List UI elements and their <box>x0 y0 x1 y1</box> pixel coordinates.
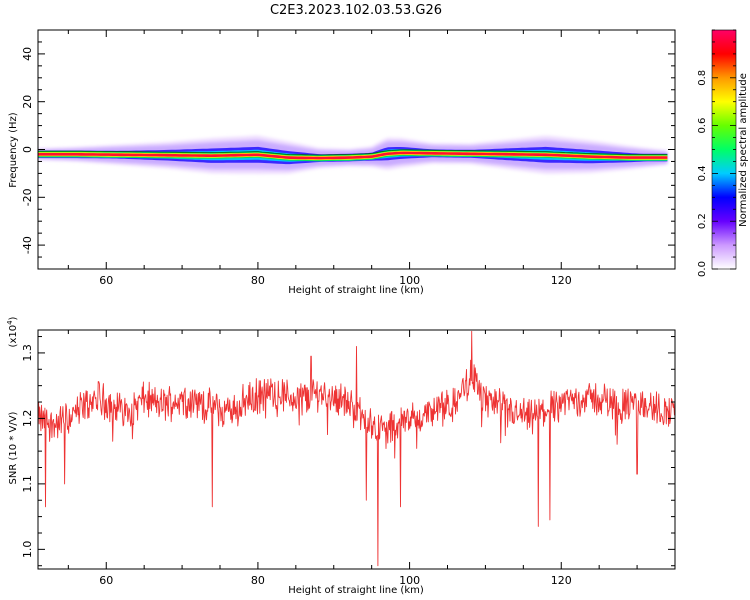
snr-frame <box>37 329 676 570</box>
spectrogram-xtick-label: 60 <box>99 274 113 287</box>
snr-ytick-label: 1.3 <box>21 344 34 362</box>
colorbar-fill <box>712 30 736 269</box>
snr-panel: 60 80 100 120 1.0 1.1 1.2 1.3 Height of straigh… <box>6 316 676 596</box>
spectrogram-heatmap <box>38 135 668 174</box>
spectrogram-ytick-label: 0 <box>21 146 34 153</box>
spectrogram-x-label: Height of straight line (km) <box>288 285 424 296</box>
snr-multiplier-base: (x10 <box>8 325 19 348</box>
colorbar-label: Normalized spectral amplitude <box>738 73 749 227</box>
snr-ytick-label: 1.1 <box>21 475 34 493</box>
snr-multiplier-end: ) <box>8 316 19 320</box>
spectrogram-ridge-edge <box>38 149 668 156</box>
colorbar-axes: 0.0 0.2 0.4 0.6 0.8 <box>697 29 737 277</box>
colorbar-tick-label: 0.6 <box>697 118 708 134</box>
snr-x-label: Height of straight line (km) <box>288 585 424 596</box>
spectrogram-ytick-label: -20 <box>21 188 34 206</box>
snr-y-label: SNR (10 * V/V) <box>8 411 19 484</box>
snr-xtick-label: 80 <box>251 574 265 587</box>
spectrogram-xtick-label: 80 <box>251 274 265 287</box>
snr-multiplier-exp: 4 <box>6 320 14 325</box>
colorbar-tick-label: 0.8 <box>697 70 708 86</box>
spectrogram-y-label: Frequency (Hz) <box>8 112 19 188</box>
spectrogram-ytick-label: -40 <box>21 236 34 254</box>
colorbar: 0.0 0.2 0.4 0.6 0.8 Normalized spectral ampl… <box>697 29 749 277</box>
colorbar-tick-label: 0.2 <box>697 213 708 229</box>
snr-ytick-label: 1.2 <box>21 410 34 428</box>
spectrogram-band-red <box>38 151 668 160</box>
spectrogram-panel: 60 80 100 120 -40 -20 0 20 40 Height of straight… <box>8 29 676 296</box>
snr-xtick-label: 120 <box>551 574 572 587</box>
spectrogram-xtick-label: 120 <box>551 274 572 287</box>
snr-ytick-label: 1.0 <box>21 541 34 559</box>
colorbar-tick-label: 0.0 <box>697 261 708 277</box>
spectrogram-xtick-label: 100 <box>399 274 420 287</box>
spectrogram-ytick-label: 40 <box>21 47 34 61</box>
spectrogram-axes: 60 80 100 120 -40 -20 0 20 40 <box>21 29 676 287</box>
colorbar-tick-label: 0.4 <box>697 165 708 181</box>
snr-axes: 60 80 100 120 1.0 1.1 1.2 1.3 <box>21 330 676 587</box>
snr-xtick-label: 100 <box>399 574 420 587</box>
snr-series-line <box>38 330 675 567</box>
snr-multiplier: (x104) <box>6 316 19 347</box>
spectrogram-ytick-label: 20 <box>21 95 34 109</box>
figure-title: C2E3.2023.102.03.53.G26 <box>270 3 442 18</box>
snr-xtick-label: 60 <box>99 574 113 587</box>
